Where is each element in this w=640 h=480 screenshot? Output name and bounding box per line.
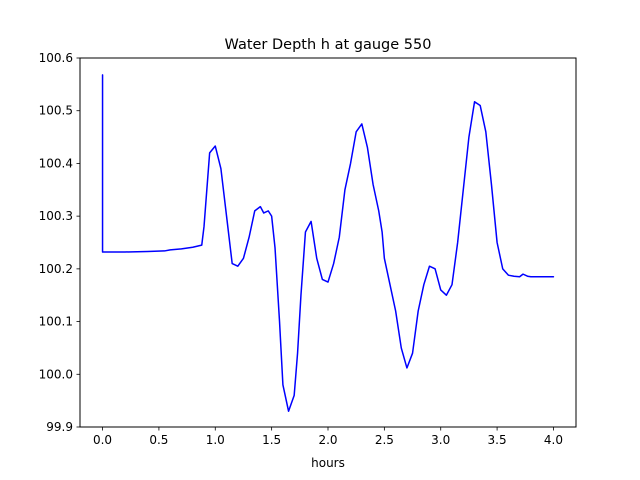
x-tick-label: 2.5: [375, 433, 394, 447]
x-tick-label: 0.5: [149, 433, 168, 447]
y-axis-ticks: 99.9 100.0 100.1 100.2 100.3 100.4 100.5 100.6: [39, 51, 80, 434]
x-tick-label: 2.0: [318, 433, 337, 447]
x-tick-label: 0.0: [93, 433, 112, 447]
y-tick-label: 100.2: [39, 262, 73, 276]
x-tick-label: 1.0: [206, 433, 225, 447]
x-tick-label: 3.0: [431, 433, 450, 447]
y-tick-label: 100.5: [39, 104, 73, 118]
y-tick-label: 100.4: [39, 156, 73, 170]
y-tick-label: 99.9: [46, 420, 73, 434]
x-axis-ticks: 0.0 0.5 1.0 1.5 2.0 2.5 3.0 3.5 4.0: [93, 427, 563, 447]
y-tick-label: 100.1: [39, 315, 73, 329]
x-axis-label: hours: [311, 456, 345, 470]
y-tick-label: 100.6: [39, 51, 73, 65]
x-tick-label: 4.0: [544, 433, 563, 447]
y-tick-label: 100.0: [39, 367, 73, 381]
y-tick-label: 100.3: [39, 209, 73, 223]
chart-title: Water Depth h at gauge 550: [225, 37, 432, 53]
x-tick-label: 1.5: [262, 433, 281, 447]
x-tick-label: 3.5: [488, 433, 507, 447]
series-line-0: [101, 74, 555, 412]
